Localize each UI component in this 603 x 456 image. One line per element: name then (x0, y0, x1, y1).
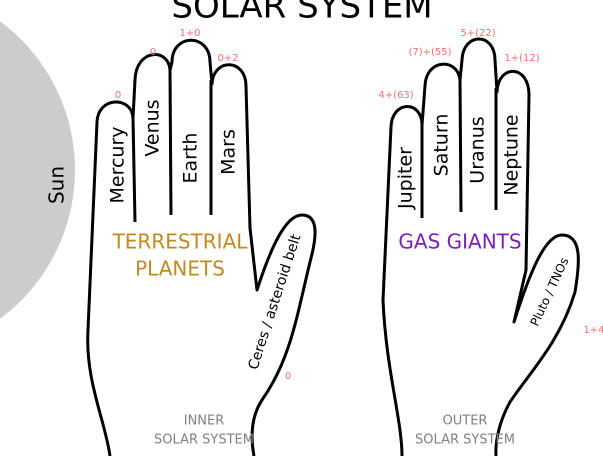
caption: SOLAR SYSTEM (154, 433, 254, 448)
title: SOLAR SYSTEM (171, 0, 432, 27)
planet-label: Mars (218, 129, 240, 175)
planet-label: Uranus (467, 116, 489, 183)
caption: SOLAR SYSTEM (415, 433, 515, 448)
planet-label: Neptune (501, 114, 523, 195)
group-label: PLANETS (135, 257, 225, 281)
moon-count: 0 (150, 47, 156, 58)
caption: INNER (184, 414, 225, 429)
moon-count: (7)+(55) (408, 47, 451, 58)
finger-separator (460, 80, 461, 212)
planet-label: Jupiter (395, 147, 417, 210)
finger-separator (170, 70, 171, 215)
moon-count: 1+0 (179, 28, 200, 39)
moon-count: 1+4 (583, 325, 603, 336)
moon-count: 1+(12) (504, 53, 539, 64)
caption: OUTER (443, 414, 488, 429)
moon-count: 0+2 (217, 53, 238, 64)
finger-separator (133, 118, 135, 222)
planet-label: Mercury (107, 126, 129, 203)
planet-label: Saturn (431, 114, 453, 177)
group-label: TERRESTRIAL (112, 230, 249, 254)
planet-label: Earth (180, 133, 202, 184)
moon-count: 0 (285, 371, 291, 382)
planet-label: Venus (142, 99, 164, 156)
group-label: GAS GIANTS (398, 230, 521, 254)
moon-count: 5+(22) (460, 28, 495, 39)
diagram: Sun SOLAR SYSTEM Mercury Venus Earth Mar… (0, 0, 603, 456)
moon-count: 0 (115, 90, 121, 101)
moon-count: 4+(63) (378, 90, 413, 101)
sun-label: Sun (45, 166, 69, 204)
